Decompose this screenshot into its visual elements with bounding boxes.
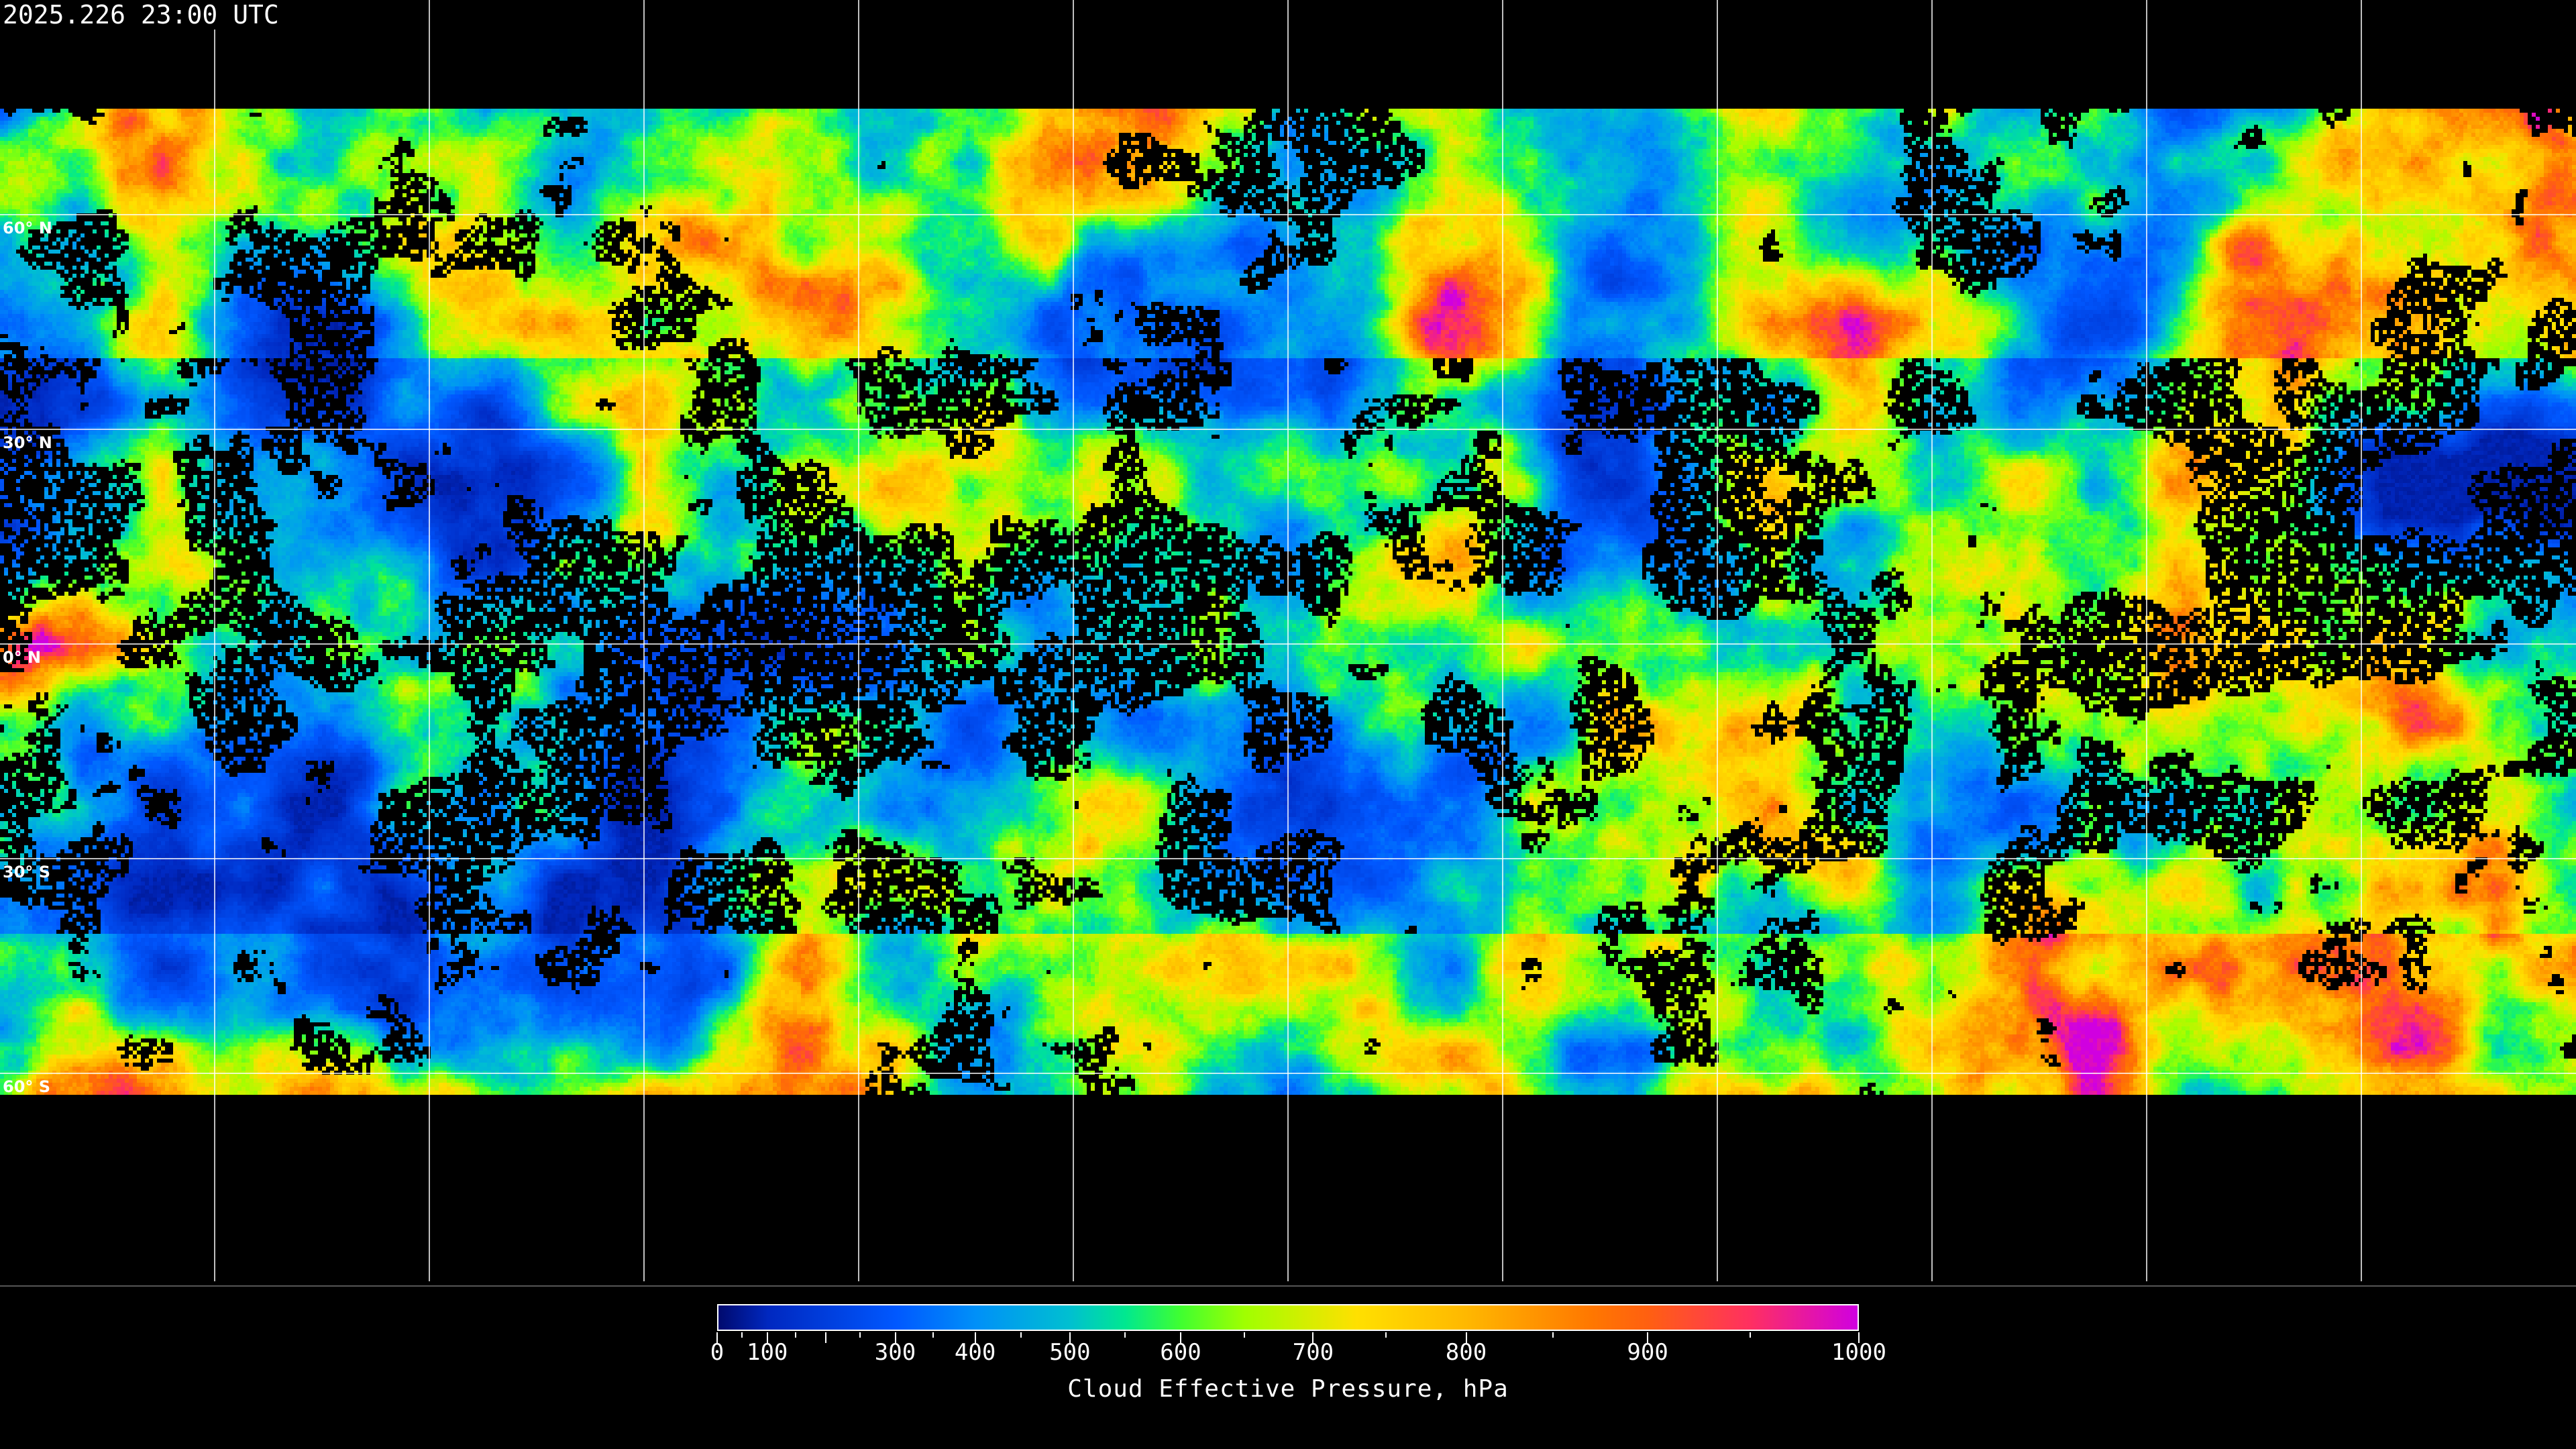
longitude-gridline <box>1287 0 1289 1281</box>
tick-label: 600 <box>1160 1339 1201 1366</box>
tick-label: 900 <box>1627 1339 1668 1366</box>
lat-label-60n: 60° N <box>3 219 52 237</box>
colorbar <box>717 1304 1859 1331</box>
tick-label: 800 <box>1445 1339 1487 1366</box>
lat-label-30n: 30° N <box>3 433 52 452</box>
longitude-gridline <box>214 0 215 1281</box>
major-tick <box>1180 1332 1181 1343</box>
minor-tick <box>1552 1332 1554 1338</box>
longitude-gridline <box>1931 0 1933 1281</box>
minor-tick <box>859 1332 861 1338</box>
map-border <box>0 1285 2576 1287</box>
major-tick <box>824 1332 826 1343</box>
latitude-gridline <box>0 214 2576 215</box>
tick-label: 500 <box>1049 1339 1091 1366</box>
major-tick <box>716 1332 718 1343</box>
tick-label: 700 <box>1292 1339 1334 1366</box>
minor-tick <box>1385 1332 1387 1338</box>
latitude-gridline <box>0 1073 2576 1074</box>
tick-label: 1000 <box>1831 1339 1886 1366</box>
tick-label: 100 <box>746 1339 788 1366</box>
longitude-gridline <box>2361 0 2362 1281</box>
tick-label: 0 <box>710 1339 724 1366</box>
major-tick <box>1647 1332 1649 1343</box>
major-tick <box>974 1332 976 1343</box>
minor-tick <box>741 1332 743 1338</box>
colorbar-title: Cloud Effective Pressure, hPa <box>1067 1375 1509 1403</box>
longitude-gridline <box>643 0 645 1281</box>
timestamp: 2025.226 23:00 UTC <box>3 0 283 30</box>
cloud-pressure-map: 60° N 30° N 0° N 30° S 60° S <box>0 0 2576 1288</box>
minor-tick <box>1124 1332 1126 1338</box>
major-tick <box>1312 1332 1314 1343</box>
lat-label-30s: 30° S <box>3 863 51 881</box>
longitude-gridline <box>429 0 430 1281</box>
tick-label: 300 <box>874 1339 916 1366</box>
longitude-gridline <box>1073 0 1074 1281</box>
minor-tick <box>1020 1332 1022 1338</box>
latitude-gridline <box>0 643 2576 645</box>
longitude-gridline <box>2146 0 2147 1281</box>
major-tick <box>894 1332 896 1343</box>
latitude-gridline <box>0 858 2576 859</box>
tick-label: 400 <box>954 1339 996 1366</box>
major-tick <box>766 1332 768 1343</box>
longitude-gridline <box>858 0 859 1281</box>
minor-tick <box>932 1332 934 1338</box>
major-tick <box>1858 1332 1860 1343</box>
minor-tick <box>1244 1332 1246 1338</box>
major-tick <box>1465 1332 1467 1343</box>
minor-tick <box>795 1332 797 1338</box>
minor-tick <box>1750 1332 1752 1338</box>
lat-label-60s: 60° S <box>3 1077 51 1096</box>
longitude-gridline <box>1717 0 1718 1281</box>
major-tick <box>1069 1332 1071 1343</box>
lat-label-0n: 0° N <box>3 648 42 667</box>
latitude-gridline <box>0 429 2576 430</box>
longitude-gridline <box>1502 0 1503 1281</box>
